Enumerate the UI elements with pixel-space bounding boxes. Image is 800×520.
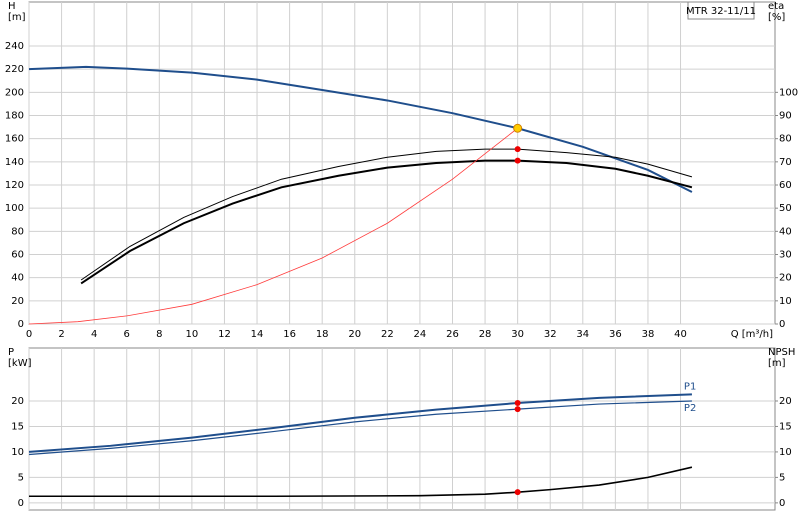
- x-tick-label: 24: [414, 329, 427, 340]
- x-tick-label: 28: [479, 329, 492, 340]
- y-tick-label: 0: [18, 319, 24, 330]
- y-tick-label: 200: [5, 87, 24, 98]
- y-tick-label: 60: [11, 250, 24, 261]
- curve: [80, 159, 693, 285]
- duty-point: [513, 123, 523, 133]
- x-tick-label: 4: [91, 329, 97, 340]
- x-tick-label: 32: [544, 329, 557, 340]
- y-axis-label: H: [8, 1, 16, 12]
- y2-axis-label: [m]: [768, 358, 786, 369]
- y2-tick-label: 5: [779, 472, 785, 483]
- y2-tick-label: 0: [779, 498, 785, 509]
- x-tick-label: 22: [381, 329, 394, 340]
- y-tick-label: 20: [11, 396, 24, 407]
- y-tick-label: 10: [11, 447, 24, 458]
- y2-tick-label: 20: [779, 273, 792, 284]
- y-tick-label: 5: [18, 472, 24, 483]
- y-axis-label: P: [8, 347, 14, 358]
- y2-tick-label: 30: [779, 250, 792, 261]
- x-tick-label: 20: [348, 329, 361, 340]
- y2-axis-label: eta: [768, 1, 784, 12]
- y-tick-label: 240: [5, 41, 24, 52]
- y2-axis-label: NPSH: [768, 347, 795, 358]
- y-tick-label: 100: [5, 203, 24, 214]
- curve: [28, 127, 518, 325]
- duty-point: [514, 157, 521, 164]
- curve: [28, 400, 692, 456]
- duty-point: [514, 146, 521, 153]
- y2-tick-label: 70: [779, 157, 792, 168]
- y2-tick-label: 10: [779, 296, 792, 307]
- y2-tick-label: 10: [779, 447, 792, 458]
- y-tick-label: 120: [5, 180, 24, 191]
- y-tick-label: 80: [11, 226, 24, 237]
- curve: [80, 148, 693, 281]
- y-axis-label: [kW]: [8, 358, 32, 369]
- x-tick-label: 12: [218, 329, 231, 340]
- y2-tick-label: 15: [779, 421, 792, 432]
- y2-tick-label: 0: [779, 319, 785, 330]
- y-tick-label: 160: [5, 134, 24, 145]
- duty-point: [514, 406, 521, 413]
- y2-tick-label: 40: [779, 226, 792, 237]
- curve: [28, 393, 692, 453]
- x-axis-label: Q [m³/h]: [731, 329, 773, 340]
- plot-area: [28, 1, 776, 325]
- x-tick-label: 16: [283, 329, 296, 340]
- x-tick-label: 30: [511, 329, 524, 340]
- y2-tick-label: 60: [779, 180, 792, 191]
- series-label: P2: [684, 403, 696, 414]
- y-tick-label: 180: [5, 111, 24, 122]
- y2-tick-label: 90: [779, 111, 792, 122]
- x-tick-label: 40: [674, 329, 687, 340]
- duty-point: [514, 489, 521, 496]
- y2-tick-label: 20: [779, 396, 792, 407]
- y-tick-label: 15: [11, 421, 24, 432]
- x-tick-label: 38: [642, 329, 655, 340]
- x-tick-label: 36: [609, 329, 622, 340]
- y-tick-label: 40: [11, 273, 24, 284]
- x-tick-label: 10: [186, 329, 199, 340]
- plot-area: [28, 347, 776, 511]
- x-tick-label: 6: [124, 329, 130, 340]
- duty-point: [514, 400, 521, 407]
- x-tick-label: 26: [446, 329, 459, 340]
- x-tick-label: 34: [576, 329, 589, 340]
- y2-tick-label: 100: [779, 87, 798, 98]
- y2-axis-label: [%]: [768, 12, 785, 23]
- y-tick-label: 140: [5, 157, 24, 168]
- curve: [28, 65, 693, 193]
- y2-tick-label: 80: [779, 134, 792, 145]
- x-tick-label: 18: [316, 329, 329, 340]
- x-tick-label: 0: [26, 329, 32, 340]
- model-label: MTR 32-11/11: [686, 6, 756, 17]
- x-tick-label: 8: [156, 329, 162, 340]
- x-tick-label: 14: [251, 329, 264, 340]
- y2-tick-label: 50: [779, 203, 792, 214]
- y-tick-label: 0: [18, 498, 24, 509]
- series-label: P1: [684, 381, 696, 392]
- y-tick-label: 20: [11, 296, 24, 307]
- x-tick-label: 2: [58, 329, 64, 340]
- y-tick-label: 220: [5, 64, 24, 75]
- model-box: [687, 1, 755, 20]
- y-axis-label: [m]: [8, 12, 26, 23]
